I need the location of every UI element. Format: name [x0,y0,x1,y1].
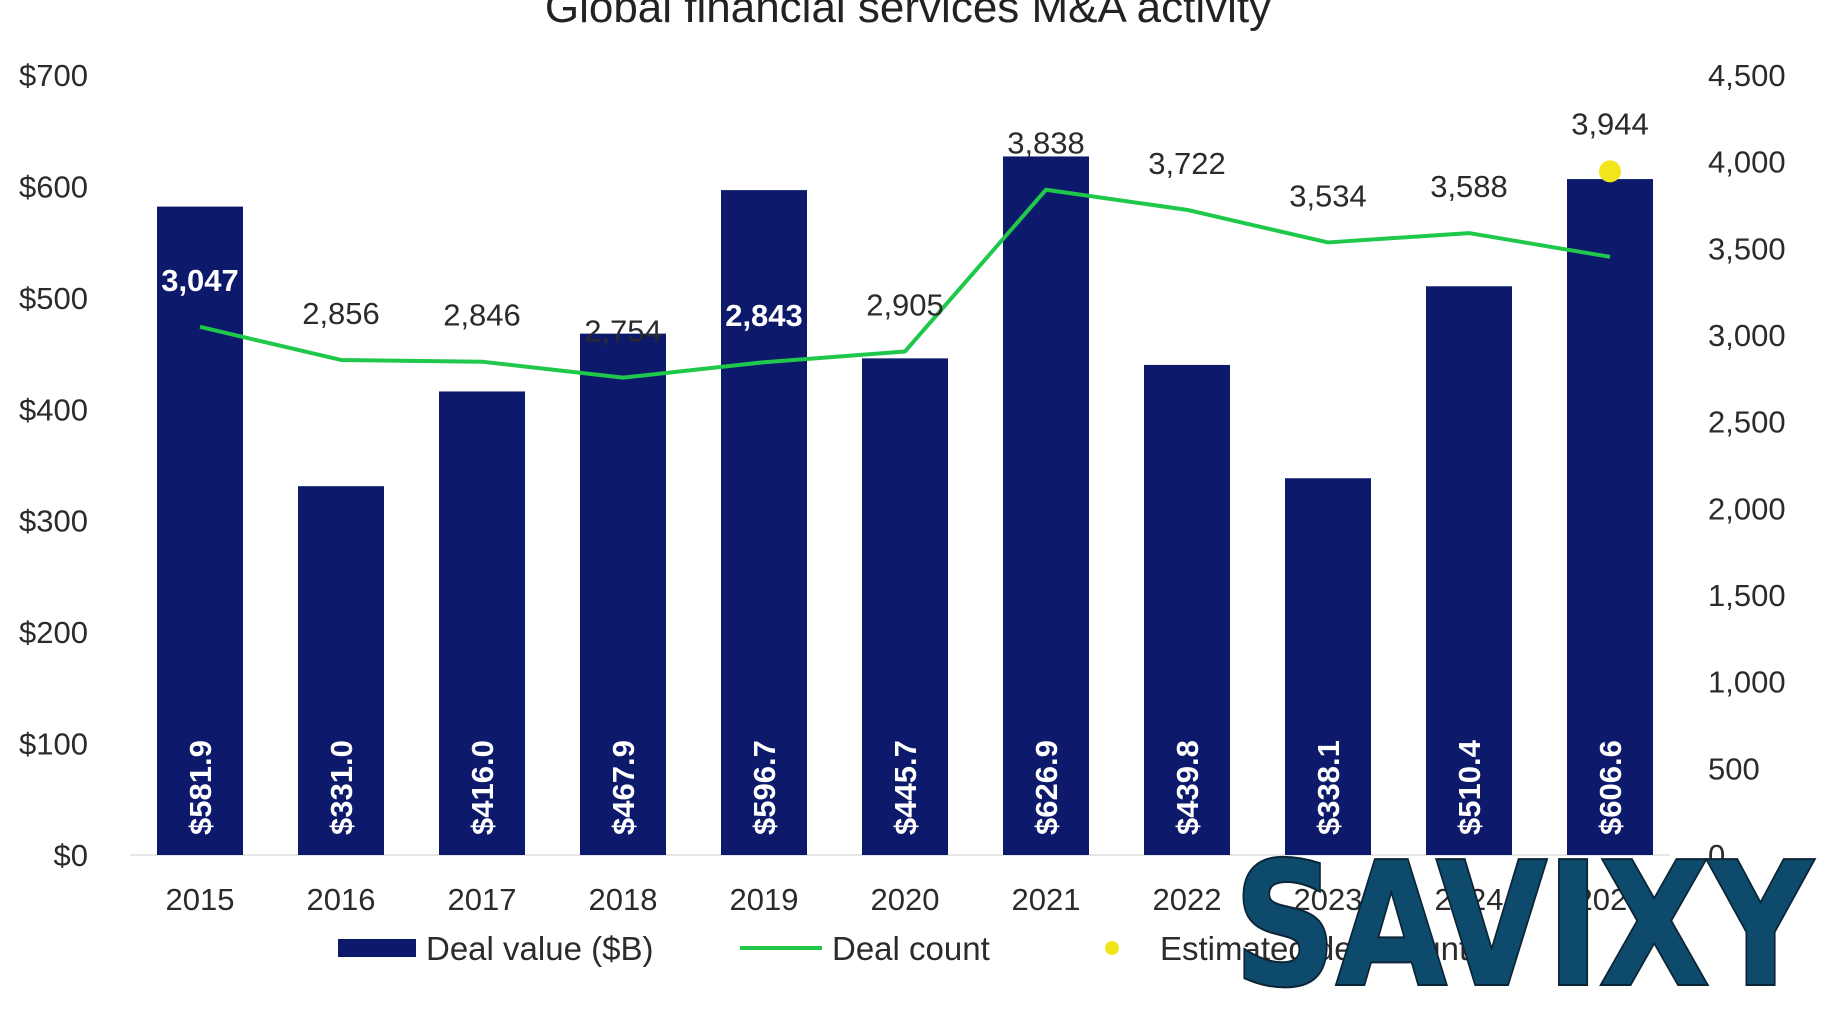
x-tick-label: 2015 [166,882,235,917]
bar [580,333,666,855]
y-right-tick-label: 2,000 [1708,491,1786,526]
x-tick-label: 2019 [730,882,799,917]
estimated-deal-count-label: 3,944 [1571,106,1649,141]
deal-count-label: 2,754 [584,314,662,349]
x-tick-label: 2017 [448,882,517,917]
y-right-tick-label: 3,500 [1708,231,1786,266]
bar-series: $581.9 $331.0 $416.0 $467.9 $596.7 $445.7 $626… [157,156,1653,856]
bar-value-label: $439.8 [1170,740,1205,835]
bar-value-label: $338.1 [1311,740,1346,835]
y-left-tick-label: $0 [54,838,88,873]
y-left-tick-label: $200 [19,615,88,650]
y-axis-left: $0 $100 $200 $300 $400 $500 $600 $700 [19,58,88,873]
deal-count-label: 3,838 [1007,126,1085,161]
legend-label: Deal count [832,930,990,967]
bar-value-label: $510.4 [1452,739,1487,835]
y-right-tick-label: 2,500 [1708,405,1786,440]
deal-count-label: 2,856 [302,296,380,331]
bar [1567,179,1653,855]
y-right-tick-label: 3,000 [1708,318,1786,353]
legend-swatch-bar [338,939,416,957]
bar [862,358,948,855]
y-left-tick-label: $600 [19,169,88,204]
bar [1144,364,1230,855]
x-tick-label: 2025 [1576,882,1645,917]
y-left-tick-label: $500 [19,281,88,316]
legend-label: Estimated deal count [1160,930,1468,967]
deal-count-label: 3,588 [1430,169,1508,204]
bar [1426,286,1512,856]
savixy-logo-watermark: SAVIXY [1234,827,1814,1025]
bar-value-label: $416.0 [465,740,500,835]
bar-value-label: $331.0 [324,740,359,835]
x-tick-label: 2016 [307,882,376,917]
x-tick-label: 2020 [871,882,940,917]
y-left-tick-label: $100 [19,727,88,762]
bar [298,486,384,855]
deal-count-label: 2,846 [443,298,521,333]
deal-count-label: 3,047 [161,263,239,298]
y-right-tick-label: 500 [1708,751,1760,786]
legend: Deal value ($B) Deal count Estimated deal … [338,930,1468,967]
x-tick-label: 2024 [1435,882,1504,917]
bar [157,206,243,855]
bar-value-label: $581.9 [183,740,218,835]
y-right-tick-label: 0 [1708,838,1725,873]
bar-value-label: $596.7 [747,740,782,835]
x-tick-label: 2018 [589,882,658,917]
y-right-tick-label: 4,500 [1708,58,1786,93]
bar-value-label: $606.6 [1593,740,1628,835]
y-right-tick-label: 1,500 [1708,578,1786,613]
x-axis-ticks: 2015 2016 2017 2018 2019 2020 2021 2022 2023 2024… [166,882,1645,917]
estimated-deal-count-point [1599,160,1621,183]
y-right-tick-label: 1,000 [1708,665,1786,700]
bar [1285,478,1371,855]
y-left-tick-label: $700 [19,58,88,93]
deal-count-label: 3,534 [1289,178,1367,213]
chart-title: Global financial services M&A activity [545,0,1271,32]
y-right-tick-label: 4,000 [1708,145,1786,180]
deal-count-label: 2,905 [866,287,944,322]
bar-value-label: $467.9 [606,740,641,835]
deal-count-label: 3,722 [1148,146,1226,181]
legend-label: Deal value ($B) [426,930,653,967]
deal-count-line [199,187,1611,380]
y-axis-right: 0 500 1,000 1,500 2,000 2,500 3,000 3,500 4,000 4… [1708,58,1786,873]
bar-value-label: $626.9 [1029,740,1064,835]
bar-value-label: $445.7 [888,740,923,835]
bar [439,391,525,855]
x-tick-label: 2023 [1294,882,1363,917]
bar [721,190,807,855]
x-tick-label: 2021 [1012,882,1081,917]
bar [1003,156,1089,855]
deal-count-label: 2,843 [725,298,803,333]
y-left-tick-label: $400 [19,392,88,427]
line-series: 3,047 2,856 2,846 2,754 2,843 2,905 3,838 3,722… [161,106,1649,380]
y-left-tick-label: $300 [19,504,88,539]
legend-swatch-point [1105,941,1119,955]
x-tick-label: 2022 [1153,882,1222,917]
